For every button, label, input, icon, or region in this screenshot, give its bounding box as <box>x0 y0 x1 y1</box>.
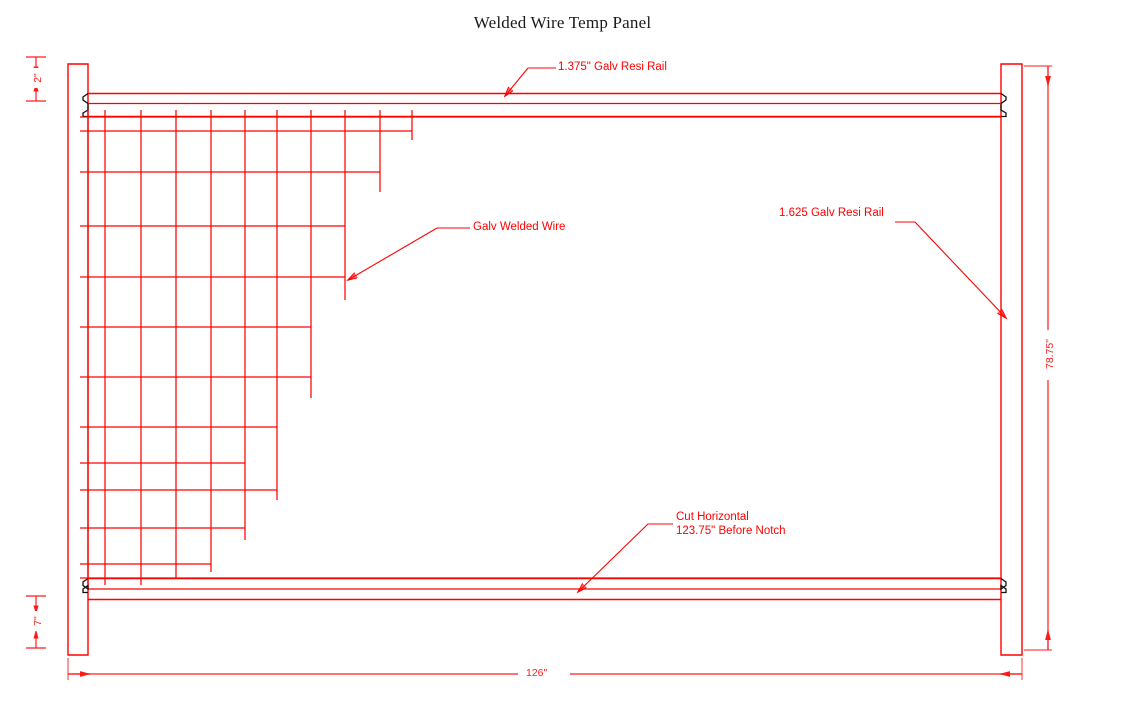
leader-cut-note <box>578 523 673 592</box>
annotation-mesh-label: Galv Welded Wire <box>473 221 566 233</box>
leader-top-rail <box>505 67 556 96</box>
annotation-top-rail-label: 1.375" Galv Resi Rail <box>558 61 667 73</box>
post-left <box>67 63 89 656</box>
annotation-cut-note-line1: Cut Horizontal <box>676 511 749 523</box>
mesh-vertical-wires <box>87 110 413 585</box>
annotation-cut-note-line2: 123.75" Before Notch <box>676 525 786 537</box>
dimension-overall-width <box>67 658 1023 680</box>
dimension-overall-height <box>1024 65 1052 651</box>
leader-side-rail <box>895 221 1006 318</box>
mesh-horizontal-wires <box>80 116 1001 579</box>
rail-top <box>82 92 1007 118</box>
page-title: Welded Wire Temp Panel <box>473 13 652 32</box>
rail-bottom <box>82 577 1007 601</box>
dimension-label-bottom-left: 7" <box>32 611 44 631</box>
dimension-label-overall-height: 78.75" <box>1044 330 1056 378</box>
dimension-label-overall-width: 126" <box>524 667 550 679</box>
annotation-side-rail-label: 1.625 Galv Resi Rail <box>779 207 884 219</box>
post-right <box>1000 63 1023 656</box>
leader-mesh <box>348 227 470 280</box>
dimension-label-top-left: 2" <box>32 68 44 88</box>
